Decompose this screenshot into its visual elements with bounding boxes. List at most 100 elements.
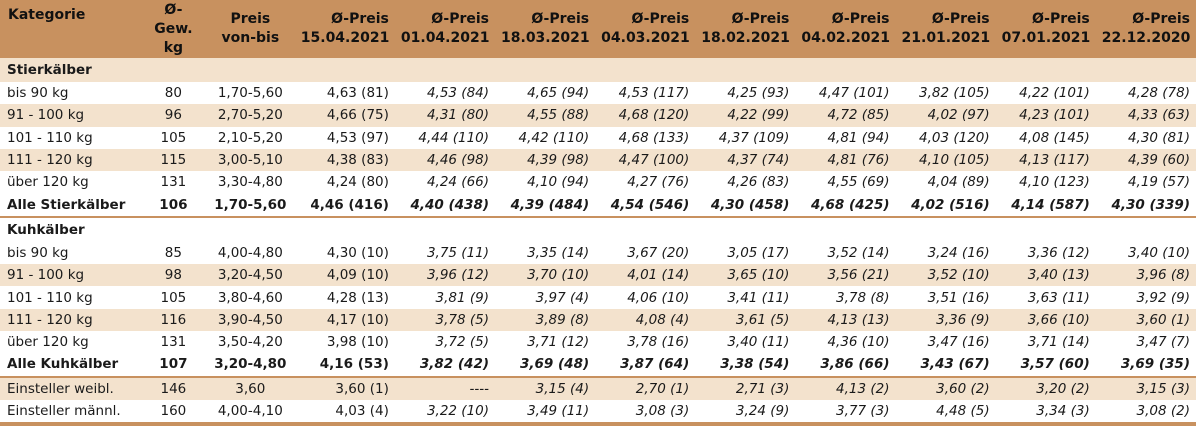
- table-row: 111 - 120 kg 116 3,90-4,50 4,17 (10) 3,78 (5…: [0, 308, 1196, 331]
- table-cell: 3,82 (105): [895, 82, 996, 105]
- table-row: 91 - 100 kg 98 3,20-4,50 4,09 (10) 3,96 (12)…: [0, 264, 1196, 287]
- table-cell: 4,26 (83): [695, 171, 796, 194]
- table-cell: 4,48 (5): [895, 399, 996, 427]
- table-cell: 3,36 (12): [995, 241, 1096, 265]
- table-cell: 3,24 (16): [895, 241, 996, 265]
- table-cell: bis 90 kg: [0, 241, 141, 265]
- header-row: Kategorie Ø-Gew. kg Preis von-bis Ø-Preis 15.0…: [0, 0, 1196, 58]
- table-cell: 3,77 (3): [795, 399, 896, 427]
- table-cell: 3,78 (5): [394, 308, 496, 331]
- table-cell: 4,14 (587): [995, 193, 1096, 218]
- table-cell: 4,22 (99): [695, 104, 796, 127]
- column-header-line: 04.03.2021: [601, 30, 690, 46]
- table-cell: 4,65 (94): [495, 82, 596, 105]
- table-cell: 4,13 (13): [795, 308, 896, 331]
- table-cell: 3,69 (35): [1095, 353, 1196, 378]
- table-cell: 4,10 (94): [495, 171, 596, 194]
- table-cell: 91 - 100 kg: [0, 264, 141, 287]
- table-cell: 3,35 (14): [495, 241, 596, 265]
- table-cell: 4,39 (98): [495, 148, 596, 172]
- column-header-line: Kategorie: [8, 7, 86, 23]
- table-cell: 3,36 (9): [895, 308, 996, 331]
- table-row: 101 - 110 kg 105 2,10-5,20 4,53 (97) 4,44 (1…: [0, 126, 1196, 149]
- table-cell: 3,08 (2): [1095, 399, 1196, 427]
- table-cell: 4,53 (84): [394, 82, 496, 105]
- table-cell: 91 - 100 kg: [0, 104, 141, 127]
- table-cell: 4,81 (94): [795, 126, 896, 149]
- column-header: Preis von-bis: [205, 0, 295, 58]
- table-cell: 4,06 (10): [595, 286, 696, 309]
- table-row: 101 - 110 kg 105 3,80-4,60 4,28 (13) 3,81 (9…: [0, 286, 1196, 309]
- table-cell: 4,68 (120): [595, 104, 696, 127]
- table-cell: 4,10 (123): [995, 171, 1096, 194]
- column-header-line: Ø-Preis: [431, 11, 490, 27]
- column-header-line: 18.03.2021: [501, 30, 590, 46]
- table-cell: 3,00-5,10: [205, 148, 295, 172]
- table-cell: 4,19 (57): [1095, 171, 1196, 194]
- table-cell: 3,65 (10): [695, 264, 796, 287]
- column-header-line: 01.04.2021: [400, 30, 490, 46]
- table-cell: 4,22 (101): [995, 82, 1096, 105]
- table-cell: 4,02 (97): [895, 104, 996, 127]
- column-header: Ø-Preis 22.12.2020: [1095, 0, 1196, 58]
- table-cell: 96: [140, 104, 206, 127]
- table-cell: 4,46 (416): [294, 193, 395, 218]
- column-header-line: Ø-Preis: [631, 11, 690, 27]
- table-cell: 3,72 (5): [394, 330, 496, 354]
- table-cell: 4,42 (110): [495, 126, 596, 149]
- table-cell: 1,70-5,60: [205, 193, 295, 218]
- column-header: Ø-Preis 21.01.2021: [895, 0, 996, 58]
- total-row: Alle Stierkälber 106 1,70-5,60 4,46 (416) 4,…: [0, 193, 1196, 218]
- table-cell: 3,49 (11): [495, 399, 596, 427]
- table-cell: 3,47 (16): [895, 330, 996, 354]
- table-cell: 3,40 (13): [995, 264, 1096, 287]
- table-cell: Alle Kuhkälber: [0, 353, 141, 378]
- table-cell: 4,27 (76): [595, 171, 696, 194]
- table-cell: 101 - 110 kg: [0, 126, 141, 149]
- column-header: Ø-Preis 04.02.2021: [795, 0, 896, 58]
- table-cell: 111 - 120 kg: [0, 308, 141, 331]
- table-cell: 3,61 (5): [695, 308, 796, 331]
- column-header: Ø-Preis 01.04.2021: [394, 0, 496, 58]
- table-cell: 3,05 (17): [695, 241, 796, 265]
- table-cell: 3,40 (10): [1095, 241, 1196, 265]
- table-row: Einsteller männl. 160 4,00-4,10 4,03 (4) 3,2…: [0, 399, 1196, 427]
- table-cell: Einsteller weibl.: [0, 376, 141, 400]
- section-header-row: Stierkälber: [0, 58, 1196, 82]
- table-cell: 111 - 120 kg: [0, 148, 141, 172]
- table-cell: 2,10-5,20: [205, 126, 295, 149]
- table-cell: 2,70-5,20: [205, 104, 295, 127]
- table-cell: 3,80-4,60: [205, 286, 295, 309]
- table-cell: 4,81 (76): [795, 148, 896, 172]
- section-title: Kuhkälber: [7, 221, 85, 238]
- table-cell: 3,50-4,20: [205, 330, 295, 354]
- table-cell: 3,96 (12): [394, 264, 496, 287]
- table-cell: 4,25 (93): [695, 82, 796, 105]
- column-header: Ø-Preis 18.03.2021: [495, 0, 596, 58]
- table-cell: 4,33 (63): [1095, 104, 1196, 127]
- table-cell: 107: [140, 353, 206, 378]
- column-header: Ø-Preis 18.02.2021: [695, 0, 796, 58]
- table-cell: 3,89 (8): [495, 308, 596, 331]
- table-cell: 4,00-4,10: [205, 399, 295, 427]
- table-cell: 80: [140, 82, 206, 105]
- column-header-line: Ø-Preis: [731, 11, 790, 27]
- table-cell: 4,13 (117): [995, 148, 1096, 172]
- table-cell: 3,30-4,80: [205, 171, 295, 194]
- column-header: Kategorie: [0, 0, 141, 58]
- table-cell: 4,38 (83): [294, 148, 395, 172]
- table-cell: 4,28 (78): [1095, 82, 1196, 105]
- table-cell: 4,17 (10): [294, 308, 395, 331]
- table-cell: 3,22 (10): [394, 399, 496, 427]
- table-cell: 3,24 (9): [695, 399, 796, 427]
- table-cell: 3,81 (9): [394, 286, 496, 309]
- table-cell: 2,71 (3): [695, 376, 796, 400]
- table-cell: 3,78 (8): [795, 286, 896, 309]
- table-cell: 4,09 (10): [294, 264, 395, 287]
- table-cell: 3,96 (8): [1095, 264, 1196, 287]
- table-cell: Alle Stierkälber: [0, 193, 141, 218]
- column-header-line: von-bis: [221, 30, 280, 46]
- table-cell: 4,37 (109): [695, 126, 796, 149]
- table-cell: 4,53 (97): [294, 126, 395, 149]
- section-header-row: Kuhkälber: [0, 217, 1196, 242]
